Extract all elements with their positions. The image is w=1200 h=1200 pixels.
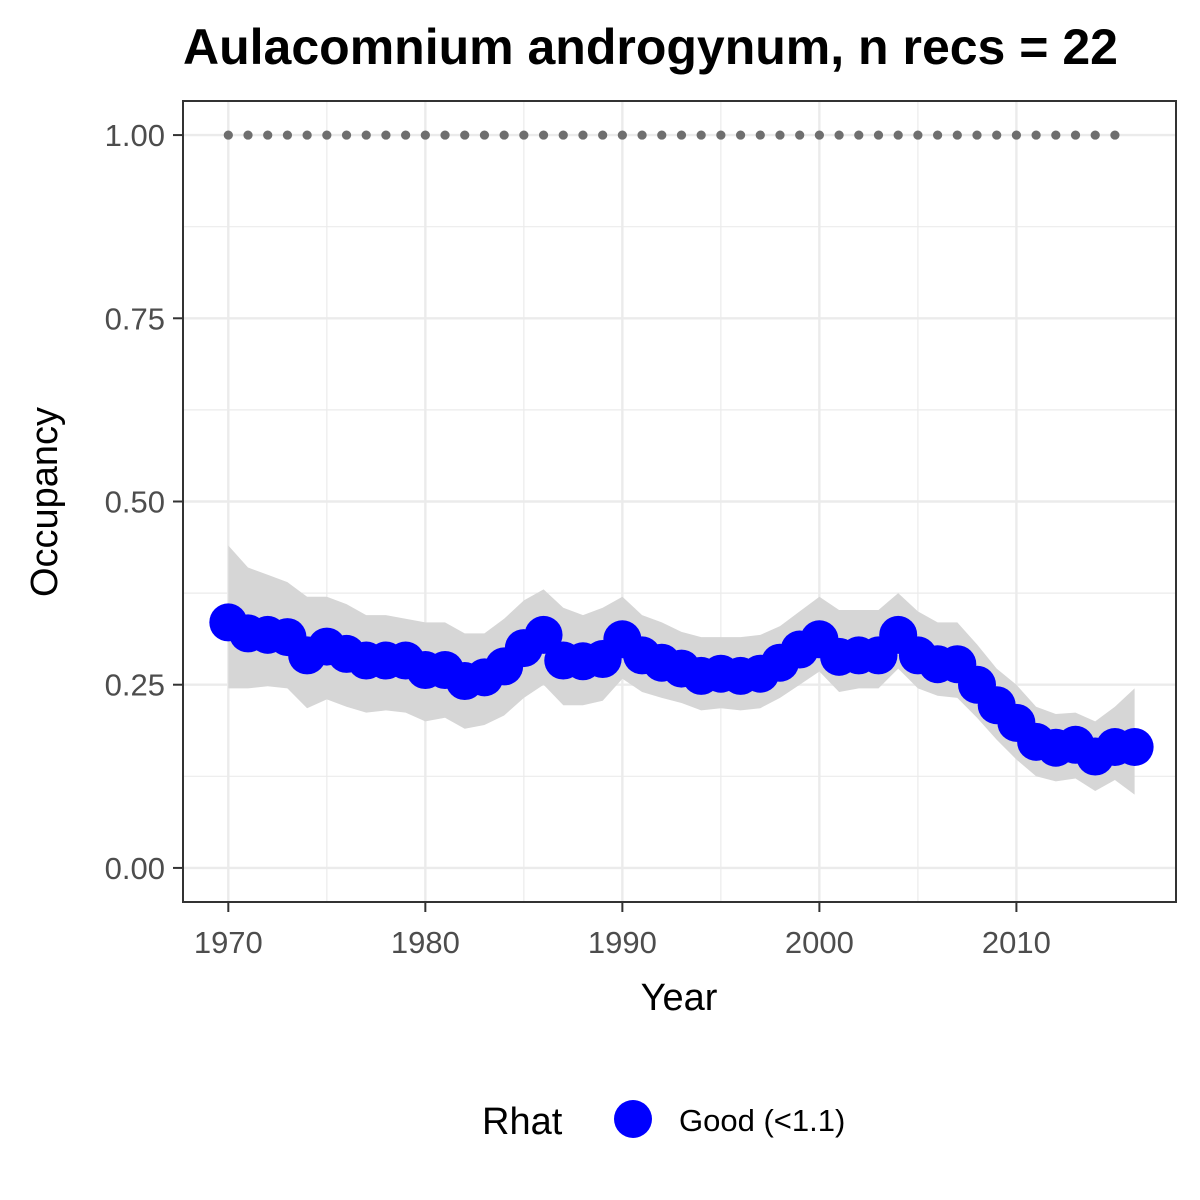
reference-dot (420, 130, 430, 140)
legend-key-marker (614, 1100, 652, 1138)
reference-dot (558, 130, 568, 140)
y-tick-label: 0.25 (105, 668, 165, 703)
reference-dot (243, 130, 253, 140)
reference-dot (1031, 130, 1041, 140)
reference-dot (893, 130, 903, 140)
reference-dot (913, 130, 923, 140)
reference-dot (696, 130, 706, 140)
x-tick-label: 1970 (194, 925, 263, 960)
reference-dot (795, 130, 805, 140)
y-tick-label: 1.00 (105, 118, 165, 153)
reference-dot (716, 130, 726, 140)
reference-dot (933, 130, 943, 140)
reference-dot (972, 130, 982, 140)
reference-dot (952, 130, 962, 140)
reference-dot (873, 130, 884, 140)
reference-dot (1110, 130, 1120, 140)
legend: Rhat Good (<1.1) (482, 1100, 845, 1143)
occupancy-point (524, 615, 563, 654)
reference-dot (834, 130, 844, 140)
x-tick-label: 2000 (785, 925, 854, 960)
reference-dot (499, 130, 509, 140)
reference-dot (263, 130, 273, 140)
x-axis-title: Year (641, 977, 718, 1019)
reference-dot (1090, 130, 1100, 140)
reference-dot (854, 130, 864, 140)
reference-dot (519, 130, 529, 140)
x-tick-label: 1990 (588, 925, 657, 960)
reference-dot (637, 130, 647, 140)
reference-dot (775, 130, 785, 140)
reference-dot (322, 130, 332, 140)
reference-dot (814, 130, 824, 140)
reference-dot (1070, 130, 1081, 140)
reference-dot (1051, 130, 1061, 140)
reference-dot (538, 130, 549, 140)
reference-dot (1011, 130, 1022, 140)
reference-dot (598, 130, 608, 140)
points-layer (209, 603, 1154, 776)
x-tick-label: 1980 (391, 925, 460, 960)
x-tick-label: 2010 (982, 925, 1051, 960)
reference-dots-layer (223, 130, 1120, 140)
reference-dot (578, 130, 588, 140)
reference-dot (460, 130, 470, 140)
reference-dot (440, 130, 450, 140)
reference-dot (617, 130, 627, 140)
reference-dot (282, 130, 293, 140)
reference-dot (401, 130, 411, 140)
reference-dot (341, 130, 352, 140)
reference-dot (735, 130, 746, 140)
chart-title: Aulacomnium androgynum, n recs = 22 (183, 19, 1118, 75)
y-axis-title: Occupancy (24, 407, 66, 597)
axis-layer: 0.00 0.25 0.50 0.75 1.00 1970 1980 1990 2000 2010 (105, 118, 1051, 960)
reference-dot (302, 130, 312, 140)
y-tick-label: 0.50 (105, 485, 165, 520)
reference-dot (992, 130, 1002, 140)
reference-dot (755, 130, 765, 140)
occupancy-point (1115, 728, 1154, 767)
y-tick-label: 0.75 (105, 301, 165, 336)
reference-dot (381, 130, 391, 140)
reference-dot (223, 130, 233, 140)
y-tick-label: 0.00 (105, 851, 165, 886)
reference-dot (657, 130, 667, 140)
legend-label: Good (<1.1) (679, 1103, 845, 1138)
reference-dot (676, 130, 687, 140)
legend-title: Rhat (482, 1101, 563, 1143)
reference-dot (361, 130, 371, 140)
reference-dot (479, 130, 490, 140)
